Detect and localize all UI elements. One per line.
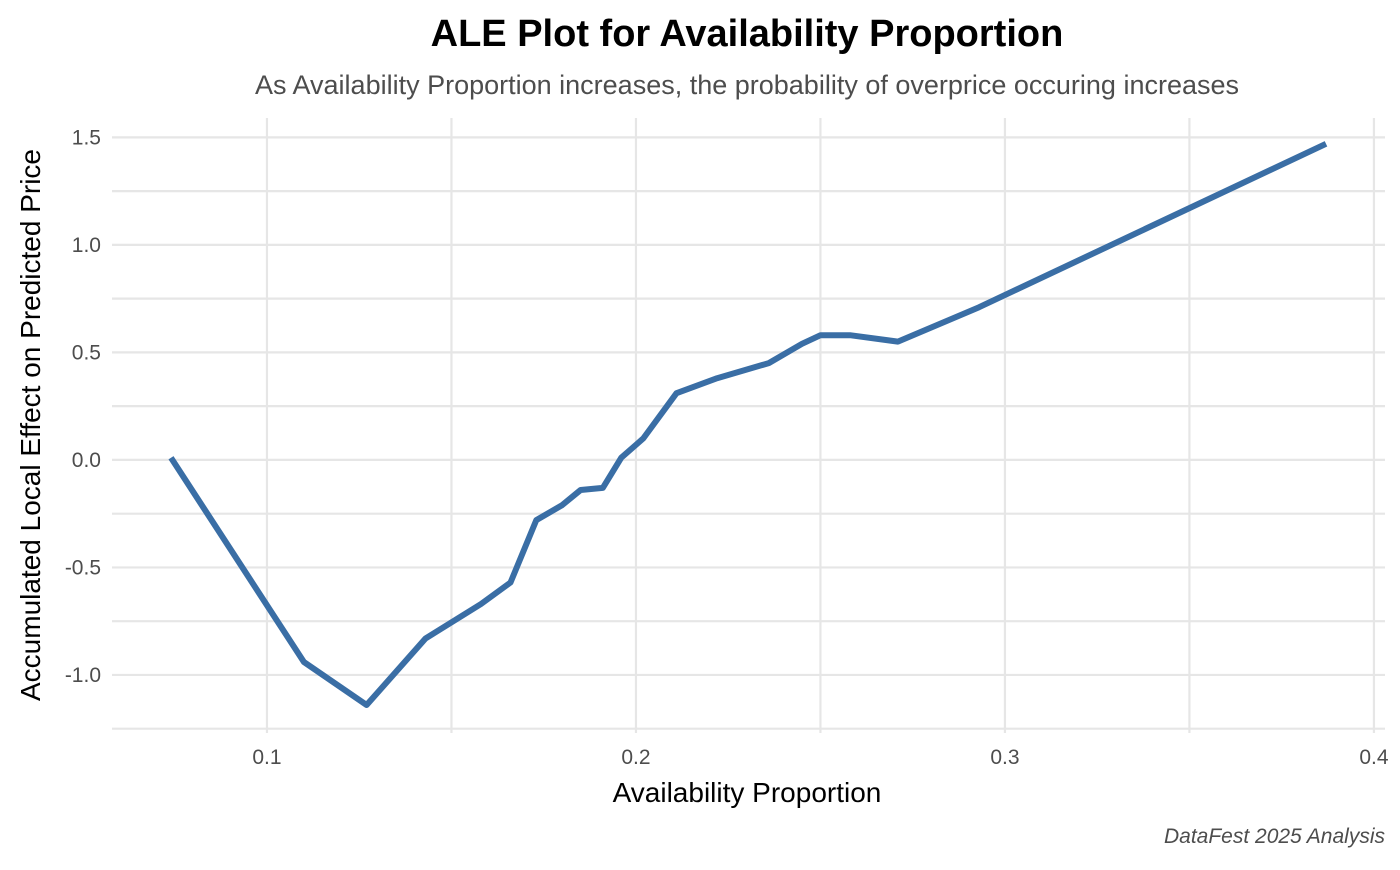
series-layer — [168, 141, 1328, 708]
y-tick-label: -0.5 — [65, 556, 101, 579]
y-tick-label: 0.5 — [72, 341, 101, 364]
y-tick-label: 0.0 — [72, 449, 101, 472]
x-tick-label: 0.2 — [621, 746, 650, 769]
y-tick-label: -1.0 — [65, 664, 101, 687]
y-axis-label: Accumulated Local Effect on Predicted Pr… — [15, 149, 46, 701]
chart-subtitle: As Availability Proportion increases, th… — [255, 70, 1239, 100]
x-tick-label: 0.3 — [990, 746, 1019, 769]
x-tick-label: 0.1 — [252, 746, 281, 769]
grid-layer — [112, 118, 1385, 733]
x-axis-label: Availability Proportion — [613, 777, 882, 808]
y-tick-label: 1.5 — [72, 126, 101, 149]
chart-title: ALE Plot for Availability Proportion — [431, 13, 1064, 55]
ale-series-line — [168, 141, 1328, 708]
chart-caption: DataFest 2025 Analysis — [1164, 825, 1386, 848]
tick-layer: 0.1 0.2 0.3 0.4 -1.0 -0.5 0.0 0.5 1.0 1.5 — [65, 126, 1389, 769]
y-tick-label: 1.0 — [72, 234, 101, 257]
x-tick-label: 0.4 — [1359, 746, 1389, 769]
